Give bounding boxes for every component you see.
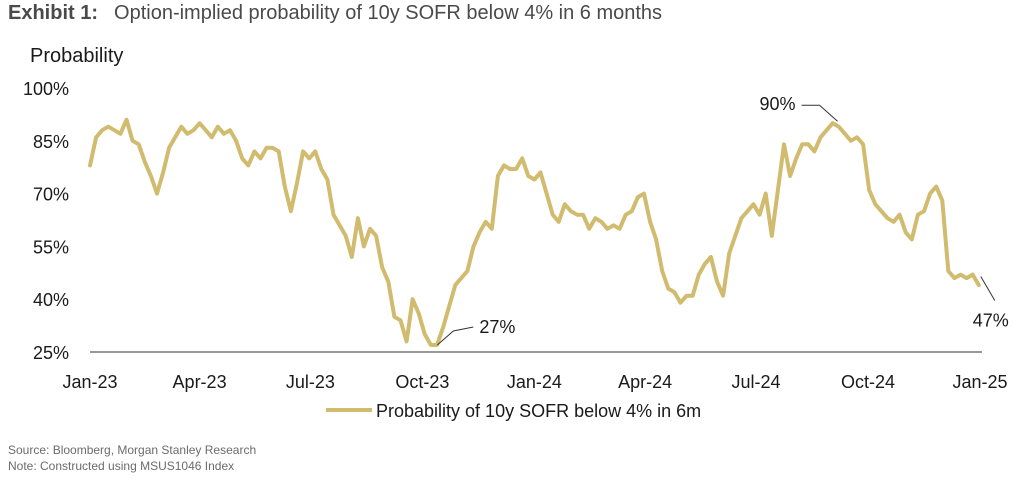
x-tick-label: Jul-24 bbox=[731, 372, 780, 392]
y-tick-label: 25% bbox=[33, 343, 69, 363]
y-tick-label: 70% bbox=[33, 185, 69, 205]
annotations: 90% 27% 47% bbox=[437, 94, 1009, 346]
annotation-leader bbox=[437, 326, 474, 346]
x-tick-label: Jul-23 bbox=[286, 372, 335, 392]
x-tick-label: Oct-23 bbox=[395, 372, 449, 392]
annotation-label: 90% bbox=[760, 94, 796, 114]
chart-title: Option-implied probability of 10y SOFR b… bbox=[114, 2, 663, 24]
exhibit-label: Exhibit 1: bbox=[8, 2, 99, 24]
x-tick-label: Jan-25 bbox=[952, 372, 1007, 392]
y-tick-label: 100% bbox=[23, 79, 69, 99]
legend: Probability of 10y SOFR below 4% in 6m bbox=[326, 401, 701, 421]
y-axis-label: Probability bbox=[30, 45, 124, 67]
y-tick-label: 85% bbox=[33, 132, 69, 152]
construction-note: Note: Constructed using MSUS1046 Index bbox=[8, 459, 235, 473]
annotation-label: 27% bbox=[479, 317, 515, 337]
series-lines bbox=[88, 117, 981, 347]
exhibit-header: Exhibit 1: Option-implied probability of … bbox=[8, 2, 662, 25]
x-tick-label: Jan-24 bbox=[507, 372, 562, 392]
x-tick-label: Apr-23 bbox=[173, 372, 227, 392]
y-tick-label: 55% bbox=[33, 237, 69, 257]
x-tick-labels: Jan-23 Apr-23 Jul-23 Oct-23 Jan-24 Apr-24 Jul-… bbox=[62, 372, 1007, 392]
annotation-leader bbox=[801, 104, 838, 122]
annotation-leader bbox=[980, 276, 996, 301]
source-note: Source: Bloomberg, Morgan Stanley Resear… bbox=[8, 443, 257, 457]
annotation-label: 47% bbox=[973, 311, 1009, 331]
x-tick-label: Apr-24 bbox=[618, 372, 672, 392]
x-tick-label: Jan-23 bbox=[62, 372, 117, 392]
y-tick-labels: 100% 85% 70% 55% 40% 25% bbox=[23, 79, 69, 363]
x-tick-label: Oct-24 bbox=[841, 372, 895, 392]
legend-label: Probability of 10y SOFR below 4% in 6m bbox=[376, 401, 701, 421]
y-tick-label: 40% bbox=[33, 290, 69, 310]
line-chart: 100% 85% 70% 55% 40% 25% Jan-23 Apr-23 Jul-23 Oc… bbox=[23, 79, 1009, 421]
series-line bbox=[88, 117, 981, 347]
